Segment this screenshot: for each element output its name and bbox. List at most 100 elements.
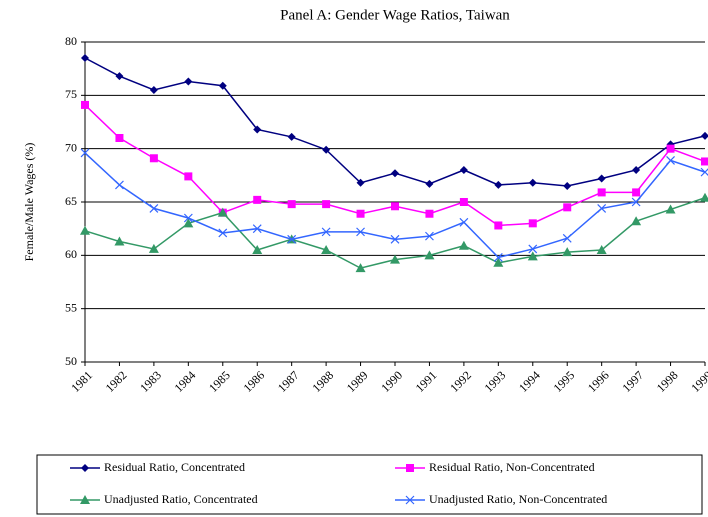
marker xyxy=(218,228,228,238)
legend-label: Residual Ratio, Non-Concentrated xyxy=(429,460,595,474)
marker xyxy=(528,244,538,254)
marker xyxy=(390,254,400,264)
marker xyxy=(253,195,262,204)
marker xyxy=(115,72,124,81)
marker xyxy=(527,251,538,261)
x-tick-label: 1997 xyxy=(619,368,646,395)
marker xyxy=(148,243,159,253)
marker xyxy=(391,169,399,178)
marker xyxy=(563,182,572,190)
chart-title: Panel A: Gender Wage Ratios, Taiwan xyxy=(280,7,510,23)
x-tick-label: 1982 xyxy=(103,368,130,395)
x-tick-label: 1993 xyxy=(482,368,509,395)
marker xyxy=(666,144,675,153)
marker xyxy=(217,207,228,217)
marker xyxy=(115,180,124,190)
marker xyxy=(253,125,262,134)
marker xyxy=(391,202,399,211)
x-tick-label: 1983 xyxy=(137,368,164,395)
x-tick-label: 1998 xyxy=(654,368,681,395)
x-tick-label: 1984 xyxy=(172,368,199,395)
marker xyxy=(425,209,434,218)
marker xyxy=(494,180,503,189)
marker xyxy=(114,236,125,246)
marker xyxy=(459,166,468,174)
x-tick-label: 1988 xyxy=(309,368,336,395)
x-tick-label: 1986 xyxy=(240,368,267,395)
marker xyxy=(287,132,296,141)
marker xyxy=(81,464,89,472)
x-tick-label: 1990 xyxy=(378,368,405,395)
marker xyxy=(149,203,159,213)
x-tick-label: 1995 xyxy=(550,368,577,395)
y-axis-label: Female/Male Wages (%) xyxy=(22,143,36,262)
legend-box xyxy=(36,454,703,515)
marker xyxy=(528,219,537,228)
marker xyxy=(406,464,414,472)
x-tick-label: 1981 xyxy=(68,368,95,395)
x-tick-label: 1992 xyxy=(447,368,474,395)
marker xyxy=(81,54,89,62)
x-tick-label: 1985 xyxy=(206,368,233,395)
marker xyxy=(597,188,606,197)
x-tick-label: 1994 xyxy=(516,368,543,395)
marker xyxy=(528,178,537,187)
marker xyxy=(252,245,263,254)
marker xyxy=(631,216,642,226)
marker xyxy=(562,247,573,257)
marker xyxy=(322,200,331,209)
marker xyxy=(701,131,708,140)
marker xyxy=(149,154,158,163)
marker xyxy=(80,495,90,504)
marker xyxy=(80,148,90,158)
marker xyxy=(494,221,503,230)
legend-label: Residual Ratio, Concentrated xyxy=(104,460,245,474)
legend-label: Unadjusted Ratio, Concentrated xyxy=(104,492,258,506)
marker xyxy=(425,179,434,188)
marker xyxy=(459,217,469,227)
marker xyxy=(184,77,193,86)
marker xyxy=(596,245,607,254)
marker xyxy=(252,224,262,234)
y-tick-label: 75 xyxy=(65,87,77,101)
marker xyxy=(459,198,468,206)
marker xyxy=(563,203,572,212)
y-tick-label: 65 xyxy=(65,194,77,208)
marker xyxy=(80,225,90,235)
x-tick-label: 1989 xyxy=(344,368,371,395)
x-tick-label: 1999 xyxy=(688,368,708,395)
y-tick-label: 55 xyxy=(65,300,77,314)
marker xyxy=(322,145,331,154)
legend-label: Unadjusted Ratio, Non-Concentrated xyxy=(429,492,607,506)
marker xyxy=(493,257,504,267)
marker xyxy=(184,172,193,181)
marker xyxy=(390,234,400,244)
marker xyxy=(115,134,124,142)
marker xyxy=(321,245,332,254)
marker xyxy=(701,157,708,166)
x-tick-label: 1987 xyxy=(275,368,302,395)
marker xyxy=(597,174,606,183)
marker xyxy=(632,188,641,197)
marker xyxy=(632,166,641,174)
marker xyxy=(424,250,435,260)
marker xyxy=(700,167,708,177)
marker xyxy=(287,234,297,244)
x-tick-label: 1996 xyxy=(585,368,612,395)
y-tick-label: 50 xyxy=(65,354,77,368)
marker xyxy=(425,231,434,241)
marker xyxy=(665,204,676,214)
marker xyxy=(321,227,331,237)
marker xyxy=(458,240,469,250)
marker xyxy=(666,155,675,165)
y-tick-label: 70 xyxy=(65,140,77,154)
marker xyxy=(493,253,503,262)
marker xyxy=(356,178,365,187)
marker xyxy=(405,495,415,505)
marker xyxy=(562,233,572,243)
marker xyxy=(356,227,365,237)
marker xyxy=(700,192,708,202)
marker xyxy=(183,218,194,228)
marker xyxy=(355,263,366,273)
